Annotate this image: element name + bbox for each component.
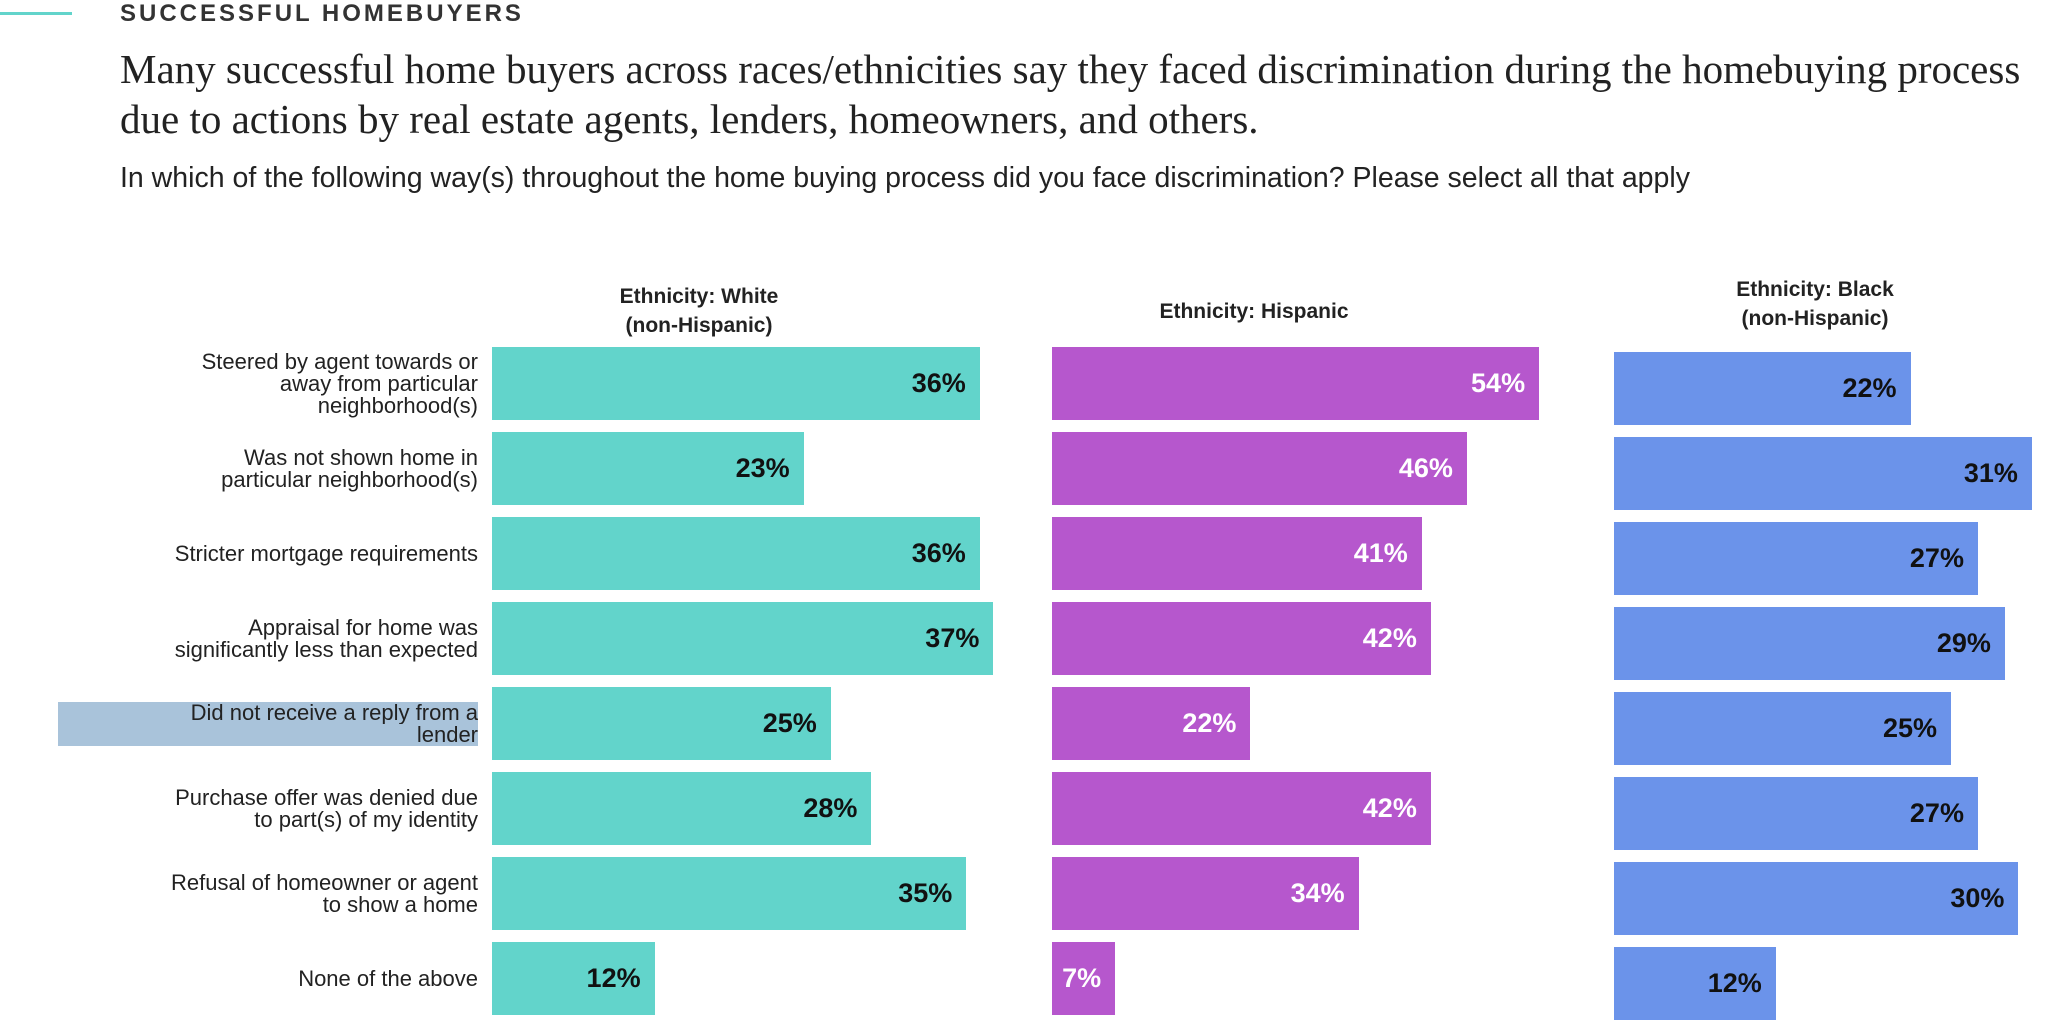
bar	[1052, 687, 1251, 760]
data-label: 22%	[1182, 707, 1237, 738]
bar	[492, 942, 655, 1015]
bar	[1614, 352, 1911, 425]
data-label: 12%	[586, 962, 641, 993]
data-label: 34%	[1290, 877, 1345, 908]
series-header: Ethnicity: Black (non-Hispanic)	[1736, 275, 1894, 333]
category-label-line: away from particular	[279, 370, 478, 396]
bar	[1052, 602, 1431, 675]
series-header-line: (non-Hispanic)	[625, 314, 773, 337]
bar	[492, 347, 980, 420]
category-label-line: Appraisal for home was	[248, 614, 478, 640]
data-label: 37%	[925, 622, 980, 653]
data-label: 22%	[1842, 372, 1897, 403]
data-label: 31%	[1963, 457, 2018, 488]
series-header: Ethnicity: Hispanic	[1159, 297, 1348, 326]
bar	[492, 602, 994, 675]
category-label-line: Did not receive a reply from a	[58, 701, 478, 724]
bar	[1614, 777, 1978, 850]
category-label: Was not shown home in particular neighbor…	[58, 432, 478, 505]
data-label: 23%	[735, 452, 790, 483]
data-label: 12%	[1707, 967, 1762, 998]
series-header: Ethnicity: White (non-Hispanic)	[620, 282, 779, 340]
series-header-line: Ethnicity: Black	[1736, 278, 1894, 301]
category-label: Refusal of homeowner or agent to show a h…	[58, 857, 478, 930]
data-label: 42%	[1362, 622, 1417, 653]
bar	[1614, 607, 2005, 680]
category-label-line: to show a home	[322, 891, 478, 917]
chart-title: Many successful home buyers across races…	[120, 46, 2021, 142]
data-label: 25%	[1882, 712, 1937, 743]
bar	[1052, 857, 1359, 930]
bar	[1052, 347, 1540, 420]
category-label-line: neighborhood(s)	[317, 392, 478, 418]
data-label: 30%	[1950, 882, 2005, 913]
data-label: 41%	[1353, 537, 1408, 568]
data-label: 42%	[1362, 792, 1417, 823]
accent-line	[0, 12, 72, 15]
category-label-line: Refusal of homeowner or agent	[171, 869, 478, 895]
bar	[1614, 522, 1978, 595]
data-label: 28%	[803, 792, 858, 823]
series-header-line: Ethnicity: White	[619, 285, 779, 308]
bar	[492, 517, 980, 590]
category-label-line: Steered by agent towards or	[201, 348, 478, 374]
bar	[1614, 437, 2032, 510]
bar	[1052, 432, 1467, 505]
category-label: Steered by agent towards or away from par…	[58, 347, 478, 420]
category-label-line: lender	[58, 723, 478, 746]
data-label: 29%	[1936, 627, 1991, 658]
bar	[1614, 947, 1776, 1020]
data-label: 27%	[1909, 542, 1964, 573]
chart-subtitle: In which of the following way(s) through…	[120, 162, 1690, 194]
bar	[1052, 942, 1116, 1015]
series-header-line: (non-Hispanic)	[1741, 307, 1889, 330]
eyebrow-label: SUCCESSFUL HOMEBUYERS	[120, 0, 524, 27]
bar	[1614, 862, 2019, 935]
bar	[492, 687, 831, 760]
category-label-line: to part(s) of my identity	[254, 806, 478, 832]
category-label-line: significantly less than expected	[174, 636, 478, 662]
bar	[1052, 517, 1422, 590]
category-label: Purchase offer was denied due to part(s) …	[58, 772, 478, 845]
category-label-line: Was not shown home in	[244, 444, 478, 470]
series-header-line: Ethnicity: Hispanic	[1159, 300, 1349, 323]
bar	[492, 432, 804, 505]
bar	[492, 772, 872, 845]
data-label: 27%	[1909, 797, 1964, 828]
bar	[1052, 772, 1431, 845]
data-label: 46%	[1398, 452, 1453, 483]
data-label: 36%	[911, 537, 966, 568]
bar	[492, 857, 967, 930]
data-label: 36%	[911, 367, 966, 398]
category-label: Did not receive a reply from a lender	[58, 687, 478, 760]
category-label-line: Stricter mortgage requirements	[174, 540, 478, 566]
category-label: Appraisal for home was significantly less…	[58, 602, 478, 675]
category-label-line: Purchase offer was denied due	[175, 784, 478, 810]
category-label-line: particular neighborhood(s)	[221, 466, 478, 492]
data-label: 35%	[898, 877, 953, 908]
data-label: 7%	[1062, 962, 1102, 993]
category-label: Stricter mortgage requirements	[58, 517, 478, 590]
data-label: 54%	[1471, 367, 1526, 398]
bar	[1614, 692, 1951, 765]
category-label: None of the above	[58, 942, 478, 1015]
data-label: 25%	[762, 707, 817, 738]
category-label-line: None of the above	[298, 965, 478, 991]
